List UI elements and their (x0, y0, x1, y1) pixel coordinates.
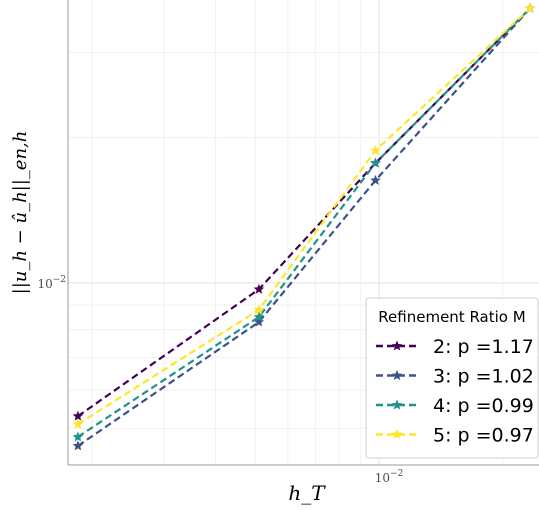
legend-title: Refinement Ratio M (378, 308, 525, 326)
series-point-1 (253, 283, 265, 294)
series-point-1 (72, 410, 84, 421)
series-point-2 (370, 174, 381, 185)
series-line-1 (77, 7, 531, 418)
series-point-4 (72, 418, 84, 429)
series-point-4 (370, 144, 381, 155)
axes (67, 0, 539, 466)
y-axis-title: ||u_h − û_h||_en,h (10, 131, 31, 295)
legend-swatch-marker (391, 429, 403, 439)
series-point-2 (253, 316, 265, 327)
series-point-2 (72, 440, 84, 451)
legend-label: 2: p =1.17 (433, 336, 534, 358)
legend-label: 3: p =1.02 (433, 366, 534, 388)
series-line-3 (77, 7, 531, 438)
y-tick-label: 10−2 (37, 275, 66, 291)
series-point-4 (253, 304, 265, 315)
series-point-3 (253, 311, 265, 322)
series-point-3 (72, 431, 84, 442)
series-point-3 (370, 157, 381, 168)
legend-swatch-marker (391, 340, 403, 351)
series-line-4 (77, 7, 531, 426)
legend-label: 5: p =0.97 (433, 425, 534, 447)
series-point-4 (524, 2, 536, 13)
ticks: 10−2 10−2 (37, 275, 403, 485)
legend-label: 4: p =0.99 (433, 395, 534, 417)
legend-swatch-marker (391, 399, 403, 410)
x-axis-title: h_T (288, 481, 326, 505)
legend-swatch-marker (391, 370, 403, 380)
x-tick-label: 10−2 (375, 469, 404, 485)
axis-titles: h_T ||u_h − û_h||_en,h (10, 131, 326, 505)
series-layer (72, 2, 536, 451)
legend-box (365, 297, 539, 459)
series-line-2 (77, 7, 531, 447)
legend: Refinement Ratio M 2: p =1.17 3: p =1.02 4:… (365, 297, 539, 459)
